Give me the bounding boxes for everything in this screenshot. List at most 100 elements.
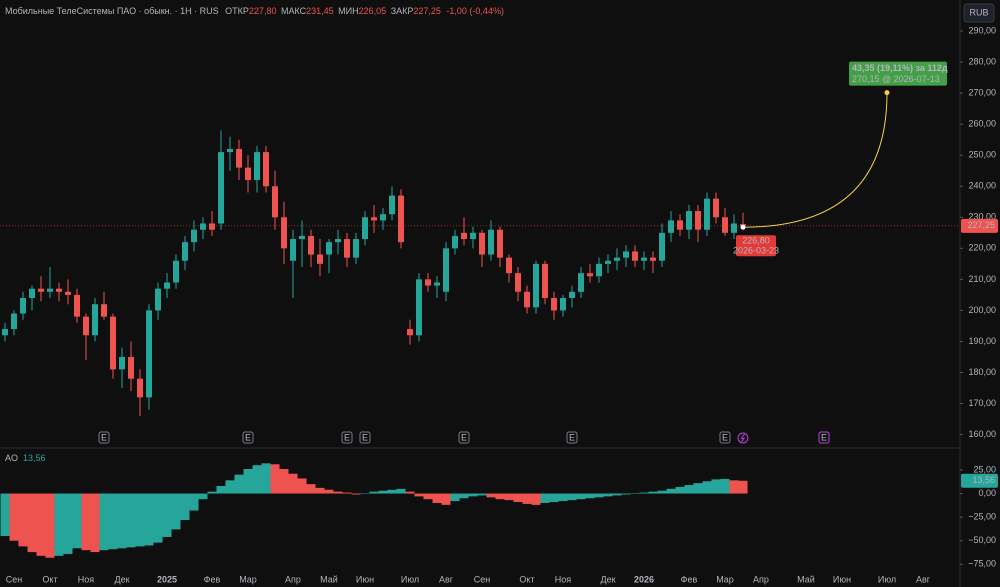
ao-last-tag-label: 13,56 [972,475,995,485]
ao-bar [441,493,451,505]
event-marker: E [818,431,830,444]
candle-body [533,263,539,308]
event-marker: E [566,431,578,444]
candle-body [353,239,359,258]
ao-bar [684,485,694,494]
ao-bar [432,493,442,503]
event-box [458,431,470,444]
ao-bar [54,493,64,556]
candle-body [335,239,341,243]
candle-body [632,251,638,261]
event-box [719,431,731,444]
candle-body [551,298,557,311]
candle-body [695,211,701,230]
x-tick-label: Авг [439,574,454,584]
change-label: 43,35 (19,11%) за 112д [852,63,948,73]
candle-body [200,223,206,230]
ao-bar [243,468,253,494]
candle-body [461,232,467,240]
y-tick-label: 190,00 [968,336,996,346]
ao-bar [315,487,325,494]
candle-body [164,282,170,289]
ao-bar [252,465,262,494]
candle-body [380,214,386,221]
ao-bar [351,493,361,495]
ao-bar [414,493,424,497]
ao-bar [9,493,19,541]
ao-bar [693,483,703,494]
ao-bar [207,491,217,494]
ao-bar [621,493,631,495]
candle-body [398,195,404,243]
candle-body [668,220,674,233]
low-value: 226,05 [359,6,387,16]
x-tick-label: Окт [519,574,534,584]
ao-y-tick-label: −25,00 [968,512,996,522]
ao-bar [531,493,541,505]
candle-body [227,149,233,153]
candle-body [155,288,161,311]
candle-body [713,198,719,218]
currency-button[interactable] [963,3,995,23]
ao-bar [387,489,397,494]
candle-body [209,223,215,230]
candle-body [281,217,287,249]
candle-body [623,251,629,258]
candle-body [20,298,26,314]
ao-bar [81,493,91,551]
ao-bar [378,490,388,494]
ao-bar [423,493,433,500]
y-tick-label: 200,00 [968,305,996,315]
candle-body [425,279,431,286]
y-tick-label: 160,00 [968,429,996,439]
candle-body [92,304,98,336]
ao-bar [657,490,667,494]
candle-body [731,223,737,233]
ao-bar [333,491,343,494]
candle-body [677,220,683,230]
ao-bar [162,493,172,537]
end-label: 270,15 @ 2026-07-13 [852,74,940,84]
split-icon [737,432,749,444]
x-tick-label: 2025 [157,574,177,584]
ao-bar [594,493,604,498]
ao-bar [45,493,55,558]
candle-body [407,329,413,336]
candle-body [56,288,62,292]
ao-bar [36,493,46,556]
ao-bar [549,493,559,503]
ao-bar [18,493,28,547]
ao-bar [360,493,370,495]
x-tick-label: Сен [6,574,23,584]
x-tick-label: Ноя [555,574,572,584]
candle-body [569,291,575,298]
event-marker: E [98,431,110,444]
ao-bar [729,480,739,494]
event-box [359,431,371,444]
ao-bar [198,493,208,500]
ao-bar [171,493,181,530]
event-marker: E [458,431,470,444]
x-tick-label: Авг [916,574,931,584]
ao-bar [711,479,721,494]
x-tick-label: Май [320,574,338,584]
ao-bar [405,491,415,494]
ao-last: 13,56 [23,453,46,463]
currency-label[interactable]: RUB [969,7,988,17]
start-date-label: 2026-03-23 [733,246,779,256]
candle-body [659,232,665,261]
candle-body [146,310,152,398]
candle-body [614,257,620,261]
candle-body [326,242,332,255]
ao-bar [126,493,136,548]
ao-bar [558,493,568,502]
event-box [566,431,578,444]
event-label: E [569,432,575,442]
ao-bar [90,493,100,553]
candle-body [290,239,296,261]
ao-bar [72,493,82,549]
candle-body [344,239,350,258]
ao-bar [63,493,73,554]
